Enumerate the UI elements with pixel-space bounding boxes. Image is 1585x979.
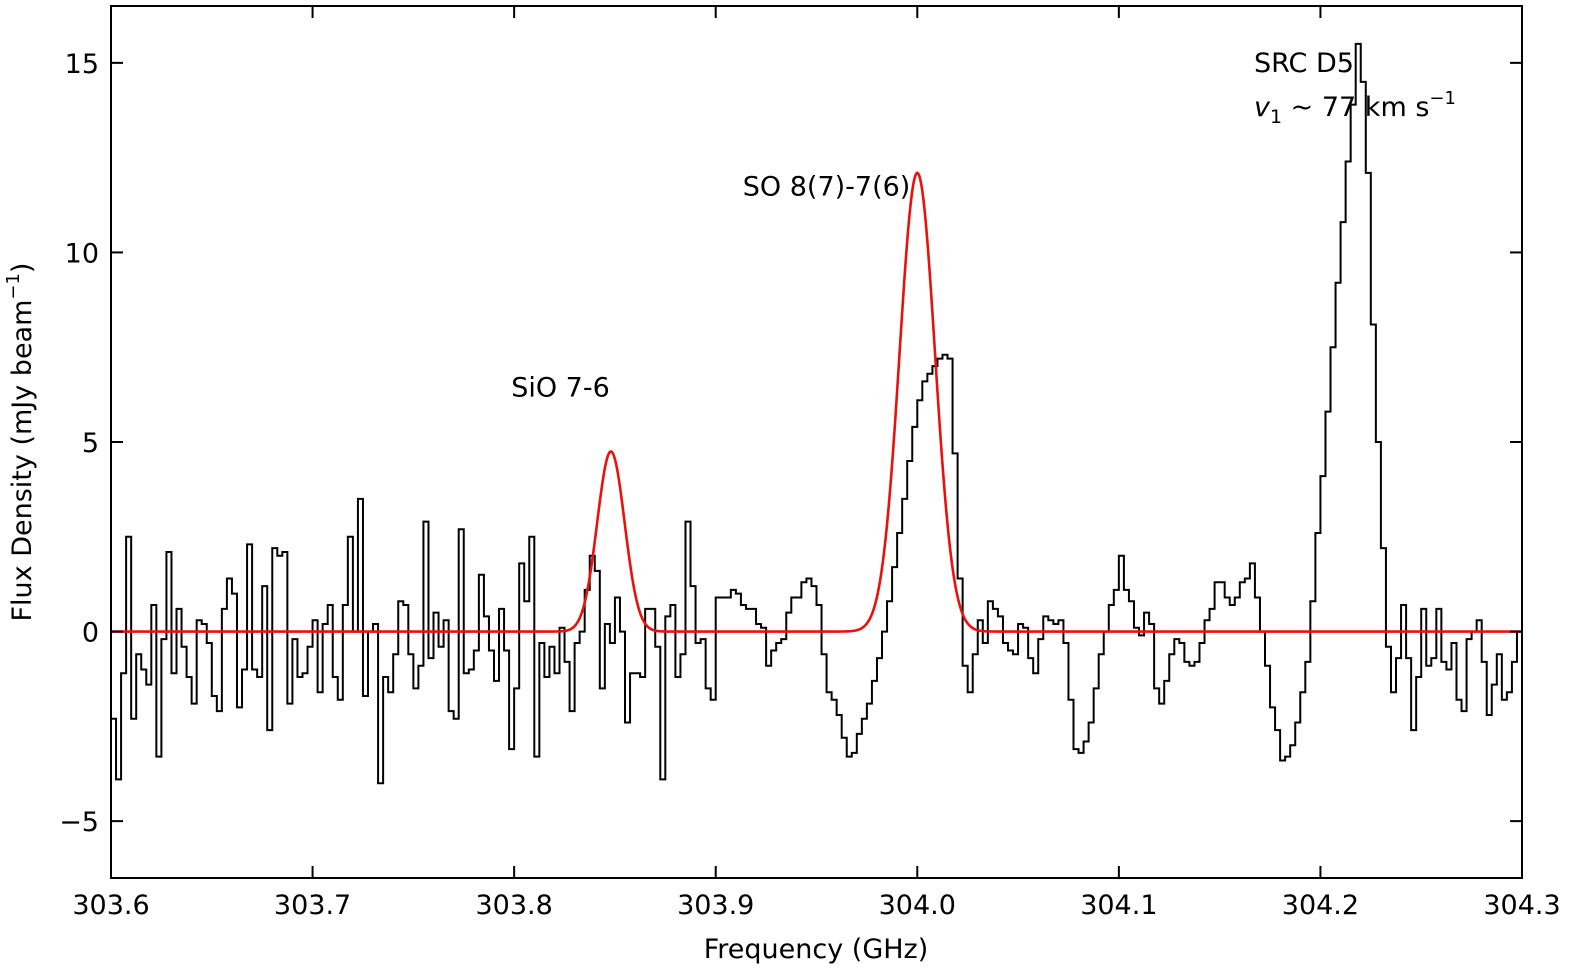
gaussian-fit-line: [111, 171, 1522, 633]
y-axis-label-main: Flux Density (mJy beam: [7, 300, 38, 622]
y-axis-label-close: ): [7, 263, 38, 274]
y-axis-label: Flux Density (mJy beam−1): [3, 263, 38, 622]
y-tick-label: 15: [65, 49, 99, 80]
x-tick-label: 303.8: [475, 890, 552, 921]
x-tick-label: 303.7: [274, 890, 351, 921]
x-tick-label: 303.9: [677, 890, 754, 921]
y-tick-label: 10: [65, 238, 99, 269]
source-label: SRC D5: [1254, 48, 1354, 79]
x-tick-label: 304.0: [879, 890, 956, 921]
y-tick-label: −5: [59, 807, 99, 838]
x-tick-label: 304.1: [1080, 890, 1157, 921]
y-axis-label-sup: −1: [3, 273, 24, 300]
velocity-value: ~ 77 km s: [1282, 92, 1429, 123]
x-tick-label: 304.3: [1483, 890, 1560, 921]
velocity-subscript: 1: [1270, 106, 1282, 128]
y-tick-label: 5: [82, 428, 99, 459]
velocity-symbol: v: [1254, 92, 1271, 123]
spectrum-histogram: [111, 42, 1522, 785]
velocity-label: v1 ~ 77 km s−1: [1254, 88, 1456, 128]
annotation-sio: SiO 7-6: [511, 373, 610, 404]
y-tick-label: 0: [82, 618, 99, 649]
annotation-so: SO 8(7)-7(6): [743, 172, 911, 203]
x-tick-label: 304.2: [1282, 890, 1359, 921]
velocity-unit-sup: −1: [1429, 88, 1456, 109]
x-axis-label: Frequency (GHz): [704, 934, 929, 965]
plot-frame: [110, 5, 1523, 879]
x-tick-label: 303.6: [72, 890, 149, 921]
